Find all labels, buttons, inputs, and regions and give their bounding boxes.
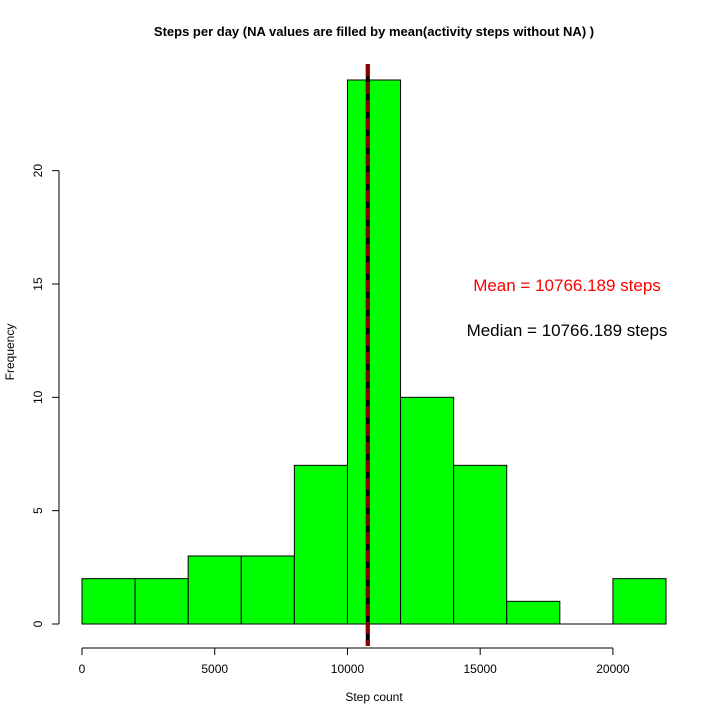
x-tick-label: 0 — [79, 662, 86, 676]
y-axis-label: Frequency — [3, 324, 17, 381]
histogram-bars — [81, 79, 667, 625]
y-tick-label: 5 — [31, 507, 45, 514]
y-axis: 0 5 10 15 20 — [31, 164, 60, 627]
x-tick-label: 20000 — [596, 662, 630, 676]
y-tick-label: 20 — [31, 164, 45, 178]
histogram-bar — [187, 555, 242, 625]
histogram-bar — [506, 600, 561, 625]
y-tick-label: 10 — [31, 390, 45, 404]
histogram-bar — [240, 555, 295, 625]
x-axis: 0 5000 10000 15000 20000 — [79, 647, 630, 676]
x-tick-label: 15000 — [463, 662, 497, 676]
x-tick-label: 5000 — [201, 662, 228, 676]
y-tick-label: 15 — [31, 277, 45, 291]
x-axis-label: Step count — [345, 690, 403, 704]
histogram-bar — [400, 396, 455, 625]
histogram-bar — [293, 464, 348, 625]
mean-annotation: Mean = 10766.189 steps — [473, 276, 661, 295]
histogram-bar — [134, 578, 189, 625]
histogram-bar — [612, 578, 667, 625]
chart-title: Steps per day (NA values are filled by m… — [154, 24, 594, 39]
y-tick-label: 0 — [31, 620, 45, 627]
histogram-bar — [453, 464, 508, 625]
histogram-bar — [81, 578, 136, 625]
histogram-bar — [346, 79, 402, 625]
x-tick-label: 10000 — [331, 662, 365, 676]
median-annotation: Median = 10766.189 steps — [467, 321, 668, 340]
